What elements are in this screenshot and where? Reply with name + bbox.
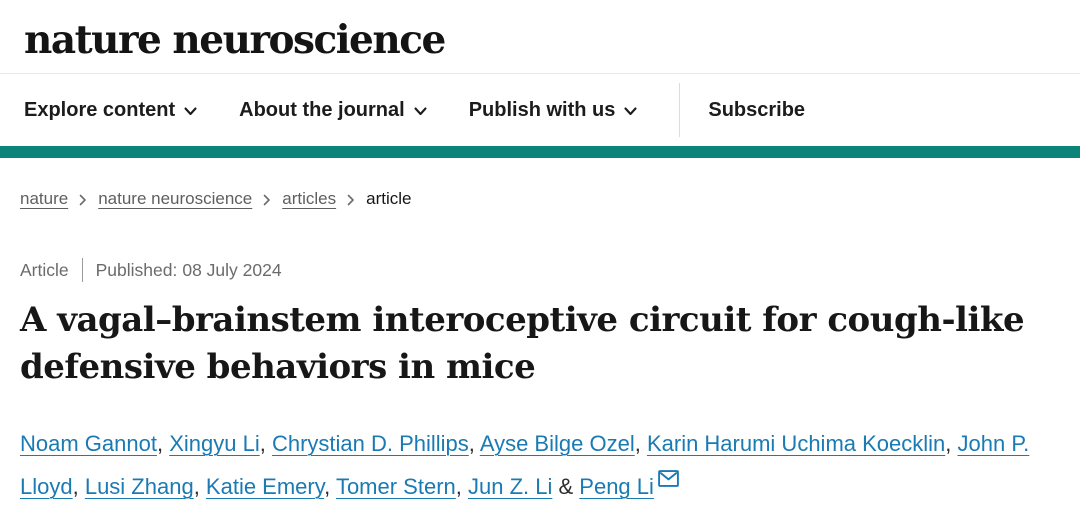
article-meta: Article Published: 08 July 2024 (20, 258, 1060, 282)
breadcrumb-link-nature-neuroscience[interactable]: nature neuroscience (98, 189, 253, 208)
published-date: 08 July 2024 (182, 259, 282, 280)
author-separator: , (468, 431, 480, 456)
author-link-tomer-stern[interactable]: Tomer Stern (335, 474, 456, 499)
nav-item-about-the-journal[interactable]: About the journal (239, 99, 427, 122)
nav-item-label: About the journal (239, 98, 405, 121)
nav-item-label: Explore content (24, 98, 176, 121)
nav-item-publish-with-us[interactable]: Publish with us (469, 99, 638, 122)
breadcrumb-separator-icon (79, 194, 87, 206)
article-title: A vagal–brainstem interoceptive circuit … (20, 297, 1060, 391)
author-separator: & (552, 474, 580, 499)
article-header-section: nature nature neuroscience articles article… (0, 189, 1080, 508)
meta-divider (81, 258, 83, 282)
author-separator: , (634, 431, 647, 456)
author-link-jun-z-li[interactable]: Jun Z. Li (468, 474, 553, 499)
chevron-down-icon (414, 107, 427, 116)
author-separator: , (72, 474, 85, 499)
site-header: nature neuroscience Explore content About… (0, 0, 1080, 158)
accent-bar (0, 146, 1080, 158)
main-nav: Explore content About the journal Publish … (0, 74, 1080, 146)
published-info: Published: 08 July 2024 (96, 260, 282, 281)
nav-item-label: Publish with us (468, 98, 616, 121)
breadcrumb-current: article (366, 189, 412, 208)
article-title-line-1: A vagal–brainstem interoceptive circuit … (20, 300, 1025, 340)
author-link-lusi-zhang[interactable]: Lusi Zhang (84, 474, 194, 499)
author-separator: , (259, 431, 272, 456)
author-link-karin-harumi-uchima-koecklin[interactable]: Karin Harumi Uchima Koecklin (646, 431, 946, 456)
author-link-noam-gannot[interactable]: Noam Gannot (20, 431, 157, 456)
author-separator: , (455, 474, 468, 499)
breadcrumb: nature nature neuroscience articles article (20, 189, 1060, 209)
author-separator: , (156, 431, 170, 456)
author-link-peng-li[interactable]: Peng Li (579, 474, 654, 499)
author-link-ayse-bilge-ozel[interactable]: Ayse Bilge Ozel (479, 431, 635, 456)
article-title-line-2: defensive behaviors in mice (20, 347, 536, 387)
author-list: Noam Gannot, Xingyu Li, Chrystian D. Phi… (20, 422, 1060, 508)
author-separator: , (193, 474, 206, 499)
chevron-down-icon (184, 107, 197, 116)
journal-logo[interactable]: nature neuroscience (24, 17, 446, 63)
published-label: Published: (95, 259, 178, 280)
author-link-xingyu-li[interactable]: Xingyu Li (169, 431, 260, 456)
chevron-down-icon (624, 107, 637, 116)
breadcrumb-link-nature[interactable]: nature (20, 189, 69, 208)
author-link-chrystian-d-phillips[interactable]: Chrystian D. Phillips (271, 431, 469, 456)
breadcrumb-link-articles[interactable]: articles (282, 189, 337, 208)
article-type-label: Article (20, 259, 69, 280)
masthead: nature neuroscience (0, 0, 1080, 74)
breadcrumb-separator-icon (347, 194, 355, 206)
breadcrumb-separator-icon (263, 194, 271, 206)
author-separator: , (945, 431, 958, 456)
nav-item-explore-content[interactable]: Explore content (24, 99, 197, 122)
nav-items: Explore content About the journal Publish … (24, 99, 679, 122)
nav-item-subscribe[interactable]: Subscribe (708, 98, 806, 121)
author-link-john-p-lloyd[interactable]: John P. Lloyd (20, 431, 1030, 499)
nav-divider (679, 83, 681, 137)
envelope-icon[interactable] (658, 458, 679, 501)
author-link-katie-emery[interactable]: Katie Emery (205, 474, 325, 499)
author-separator: , (324, 474, 336, 499)
